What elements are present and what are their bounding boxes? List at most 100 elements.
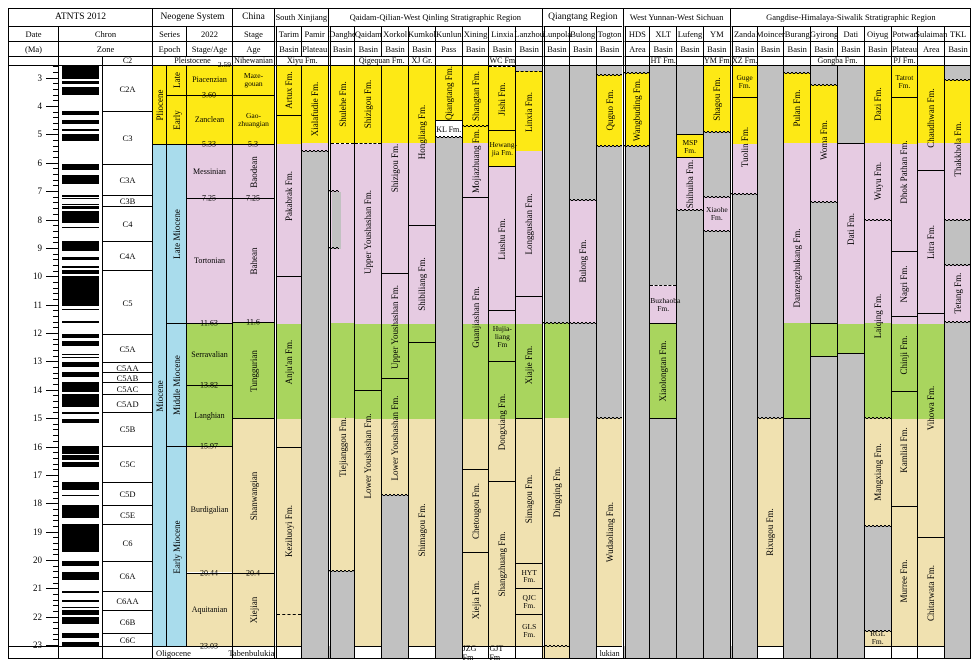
hiatus-box: [545, 66, 569, 323]
band-fill: [330, 66, 355, 143]
minor-tick: [53, 293, 58, 295]
wavy-unconformity-line: [811, 201, 837, 205]
formation-box: Messinian: [187, 143, 232, 199]
formation-box: Early: [167, 94, 186, 144]
minor-tick: [53, 435, 58, 437]
strip-top-zanda: XZ Fm.: [729, 56, 757, 66]
chron-interval: C5B: [103, 411, 152, 446]
strip-bottom-qaidam: [354, 646, 382, 659]
formation-box: Zanclean: [187, 94, 232, 144]
minor-tick: [53, 157, 58, 159]
wavy-unconformity-line: [703, 130, 730, 134]
formation-box: RGL Fm.: [864, 630, 891, 646]
polarity-bar: [62, 481, 99, 491]
band-fill: [462, 470, 489, 553]
basin-column-xining: Shangtan Fm. Mojiazhuang Fm. Guanjiashan F…: [461, 66, 489, 647]
formation-box: Liushu Fm.: [489, 165, 516, 312]
header-ym-line2: Basin: [702, 41, 730, 56]
formation-box: Dongxiang Fm.: [489, 361, 516, 482]
formation-box: Tortonian: [187, 198, 232, 323]
wavy-unconformity-line: [569, 198, 596, 202]
minor-tick: [53, 378, 58, 380]
formation-box: Guanjiashan Fm.: [462, 196, 489, 471]
header-date-line1: Date: [8, 26, 58, 41]
formation-box: Shibiliang Fm.: [409, 225, 435, 343]
formation-box: Danzengzhukang Fm.: [784, 142, 811, 419]
group-header-tarim: South Xinjiang: [274, 8, 328, 26]
header-kumkol-line2: Basin: [408, 41, 435, 56]
header-xlt-line2: Basin: [649, 41, 677, 56]
tick-label: 8: [37, 214, 43, 225]
formation-box: Hewang-jia Fm.: [489, 130, 517, 166]
wavy-unconformity-line: [864, 218, 891, 222]
tick-label: 20: [33, 555, 42, 566]
minor-tick: [53, 338, 58, 340]
band-fill: [355, 419, 382, 647]
formation-box: Tatrot Fm.: [891, 66, 918, 98]
band-fill: [277, 66, 301, 115]
minor-tick: [53, 440, 58, 442]
strip-bottom-tarim: [274, 646, 301, 659]
formation-box: Woma Fm.: [811, 84, 837, 203]
minor-tick: [53, 401, 58, 403]
polarity-bar: [62, 362, 99, 367]
formation-box: Rixugou Fm.: [757, 418, 784, 646]
group-header-danghe: Qaidam-Qilian-West Qinling Stratigraphic…: [327, 8, 543, 26]
band-fill: [891, 143, 918, 252]
header-pamir-line2: Plateau: [300, 41, 328, 56]
strip-top-lunpola: [542, 56, 569, 66]
header-series-line2: Epoch: [152, 41, 186, 56]
minor-tick: [53, 100, 58, 102]
band-fill: [277, 115, 301, 144]
band-fill: [918, 323, 945, 420]
formation-label: Aquitanian: [191, 605, 228, 615]
formation-box: Lower Youshashan Fm.: [355, 389, 382, 647]
minor-tick: [53, 395, 58, 397]
minor-tick: [53, 429, 58, 431]
strip-top-ym: YM Fm: [702, 56, 730, 66]
band-fill: [650, 323, 677, 420]
major-tick: [46, 106, 58, 107]
minor-tick: [53, 520, 58, 522]
polarity-bar: [62, 266, 99, 269]
band-fill: [891, 251, 918, 317]
polarity-bar: [62, 175, 99, 184]
basin-column-zanda: Guge Fm. Tuolin Fm.: [729, 66, 757, 646]
formation-box: Mojiazhuang Fm.: [462, 125, 489, 197]
minor-tick: [53, 310, 58, 312]
chron-interval: C6AA: [103, 590, 152, 610]
strip-bottom-burang: [783, 646, 811, 659]
polarity-bar: [62, 195, 99, 198]
minor-tick: [53, 117, 58, 119]
hiatus-box: [596, 66, 623, 75]
header-linxia-line1: Linxia: [488, 26, 516, 41]
strip-top-hds: [622, 56, 650, 66]
strip-bottom-lunpola: [542, 646, 569, 659]
formation-box: Lower Youshashan Fm.: [382, 378, 409, 496]
polarity-bar: [62, 163, 99, 170]
minor-tick: [53, 633, 58, 635]
chron-interval: C5AD: [103, 394, 152, 411]
minor-tick: [53, 480, 58, 482]
strip-bottom-xlt: [649, 646, 677, 659]
tick-label: 13: [33, 356, 42, 367]
date-axis: 3 4 5 6 7 8 9 10 11 12 13 14 15 16 17 18 19 20 21 22 23: [8, 66, 58, 650]
header-stage-line2: Stage/Age: [186, 41, 232, 56]
header-gyirong-line2: Basin: [810, 41, 837, 56]
polarity-bar: [62, 275, 99, 307]
polarity-bar: [62, 111, 99, 115]
band-fill: [277, 143, 301, 278]
minor-tick: [53, 225, 58, 227]
basin-column-danghe: Shulehe Fm. Tiejianggou Fm.: [327, 66, 355, 646]
polarity-bar: [62, 226, 99, 229]
minor-tick: [53, 202, 58, 204]
band-fill: [918, 142, 945, 170]
formation-label: Late: [171, 72, 182, 89]
band-fill: [891, 316, 918, 324]
header-xorkol-line1: Xorkol: [381, 26, 409, 41]
formation-label: Miocene: [154, 380, 165, 412]
minor-tick: [53, 344, 58, 346]
basin-column-potwar: Tatrot Fm. Dhok Pathan Fm. Nagri Fm. Chinji …: [890, 66, 918, 647]
polarity-bar: [62, 419, 99, 423]
china-boundary-age: 5.3: [248, 139, 258, 149]
